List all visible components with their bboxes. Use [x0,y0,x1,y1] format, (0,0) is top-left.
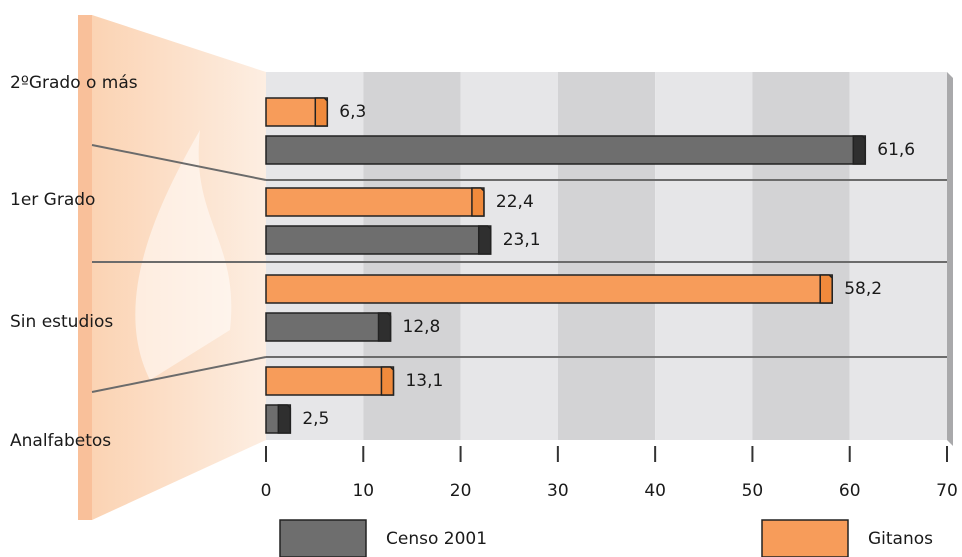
legend-swatch [279,519,367,557]
legend-swatch [761,519,849,557]
value-label: 12,8 [403,317,441,337]
plot-edge [947,72,953,446]
bar [265,135,867,165]
bar-cap [471,187,485,217]
x-tick-label: 70 [936,481,958,501]
bar [265,366,395,396]
separators [91,144,947,393]
value-label: 13,1 [405,371,443,391]
value-label: 6,3 [339,102,366,122]
bar-cap [852,135,867,165]
bar-cap [380,366,395,396]
bar [265,187,485,217]
x-tick-label: 60 [839,481,861,501]
x-tick-label: 20 [450,481,472,501]
bar-cap [377,312,392,342]
x-tick-label: 0 [261,481,272,501]
marks: 61,6 23,1 12,8 2,5 6,3 22,4 58,2 13,1 [265,97,915,434]
band [557,72,656,440]
value-label: 2,5 [302,409,329,429]
bar-cap [277,404,292,434]
bar-cap [314,97,329,127]
band [655,72,753,440]
x-tick-label: 10 [352,481,374,501]
category-label: 1er Grado [10,190,95,210]
category-label: Sin estudios [10,312,113,332]
category-label: Analfabetos [10,431,111,451]
band [849,72,947,440]
legend-label: Gitanos [868,529,933,549]
category-label: 2ºGrado o más [10,73,138,93]
band [752,72,850,440]
legend-label: Censo 2001 [386,529,487,549]
value-label: 61,6 [877,140,915,160]
x-tick-label: 30 [547,481,569,501]
x-tick-label: 40 [644,481,666,501]
bar [265,312,392,342]
bar [265,274,833,304]
decoration [78,15,266,520]
value-label: 23,1 [503,230,541,250]
band [460,72,558,440]
x-tick-label: 50 [742,481,764,501]
bar [265,225,492,255]
value-label: 22,4 [496,192,534,212]
bar-cap [819,274,833,304]
bar-cap [477,225,492,255]
value-label: 58,2 [844,279,882,299]
